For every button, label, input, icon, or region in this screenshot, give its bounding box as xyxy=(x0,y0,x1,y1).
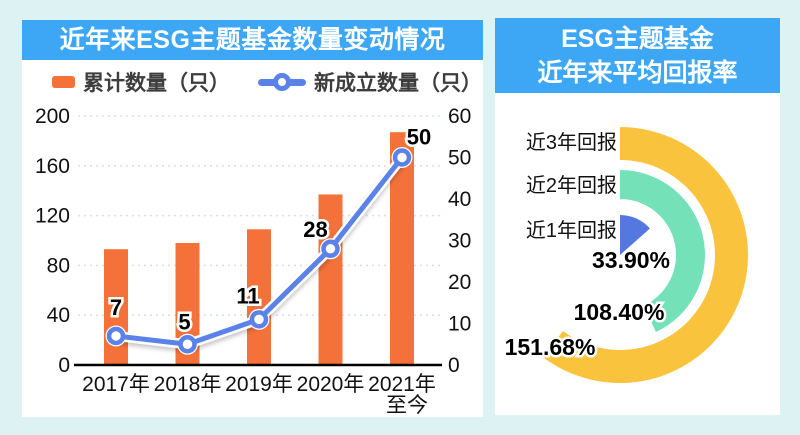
right-axis-tick-label: 0 xyxy=(448,354,460,377)
line-marker-2018年 xyxy=(178,335,197,354)
return-title-line2: 近年来平均回报率 xyxy=(537,59,738,87)
return-category-label: 近3年回报 xyxy=(526,131,617,154)
return-rate-panel-title: ESG主题基金 近年来平均回报率 xyxy=(495,18,780,93)
return-arc-近1年回报 xyxy=(620,215,650,255)
legend-label-new: 新成立数量（只） xyxy=(314,72,482,95)
line-value-label: 11 xyxy=(236,283,259,308)
left-axis-tick-label: 80 xyxy=(47,254,70,277)
left-axis-tick-label: 120 xyxy=(35,205,70,228)
line-value-label: 7 xyxy=(110,295,122,320)
right-axis-tick-label: 10 xyxy=(448,313,471,336)
line-value-label: 5 xyxy=(178,309,190,334)
x-axis-category-label: 2017年 xyxy=(82,373,150,396)
left-axis-tick-label: 200 xyxy=(35,105,70,128)
x-axis-category-label: 2018年 xyxy=(154,373,222,396)
x-axis-category-label: 2019年 xyxy=(225,373,293,396)
legend-item-new: 新成立数量（只） xyxy=(258,67,482,97)
right-axis-tick-label: 50 xyxy=(448,147,471,170)
line-marker-2017年 xyxy=(106,326,126,346)
return-rate-panel: ESG主题基金 近年来平均回报率 近3年回报近2年回报近1年回报 151.68% 1… xyxy=(495,18,780,415)
return-arc-近3年回报 xyxy=(543,127,748,383)
right-axis-tick-label: 20 xyxy=(448,271,471,294)
legend: 累计数量（只） 新成立数量（只） xyxy=(52,68,482,96)
x-axis-category-label: 2021年 xyxy=(368,373,436,396)
return-value-label: 151.68% xyxy=(505,334,596,360)
left-axis-tick-label: 0 xyxy=(58,354,70,377)
line-marker-2020年 xyxy=(321,239,340,259)
bar-line-chart: 0 40 80 120 160 200 0 10 20 30 40 50 60 2017年 2018年 201… xyxy=(35,105,471,417)
line-marker-2019年 xyxy=(249,310,269,329)
left-axis-tick-label: 160 xyxy=(35,155,70,178)
left-axis-tick-label: 40 xyxy=(47,304,70,327)
right-axis-tick-label: 60 xyxy=(448,105,471,128)
return-value-label: 33.90% xyxy=(592,247,670,273)
fund-count-panel: 近年来ESG主题基金数量变动情况 累计数量（只） 新成立数量（只） 0 40 80 1… xyxy=(22,20,483,417)
return-category-label: 近2年回报 xyxy=(526,174,617,197)
right-axis-tick-label: 30 xyxy=(448,230,471,253)
legend-label-cumulative: 累计数量（只） xyxy=(83,72,230,95)
return-category-label: 近1年回报 xyxy=(526,219,617,242)
return-value-label: 108.40% xyxy=(574,299,665,325)
x-axis-category-label: 至今 xyxy=(386,394,428,417)
legend-item-cumulative: 累计数量（只） xyxy=(52,67,230,97)
x-axis-category-label: 2020年 xyxy=(297,373,365,396)
bar-2020年 xyxy=(318,194,343,365)
line-marker-swatch-icon xyxy=(258,73,306,91)
bar-2019年 xyxy=(247,229,271,365)
line-marker-2021年至今 xyxy=(392,148,412,167)
fund-count-panel-title: 近年来ESG主题基金数量变动情况 xyxy=(22,20,483,60)
bar-swatch-icon xyxy=(52,76,75,88)
line-value-label: 50 xyxy=(407,125,431,150)
line-value-label: 28 xyxy=(303,217,327,242)
right-axis-tick-label: 40 xyxy=(448,188,471,211)
return-title-line1: ESG主题基金 xyxy=(561,25,714,53)
return-arc-近2年回报 xyxy=(620,170,705,333)
